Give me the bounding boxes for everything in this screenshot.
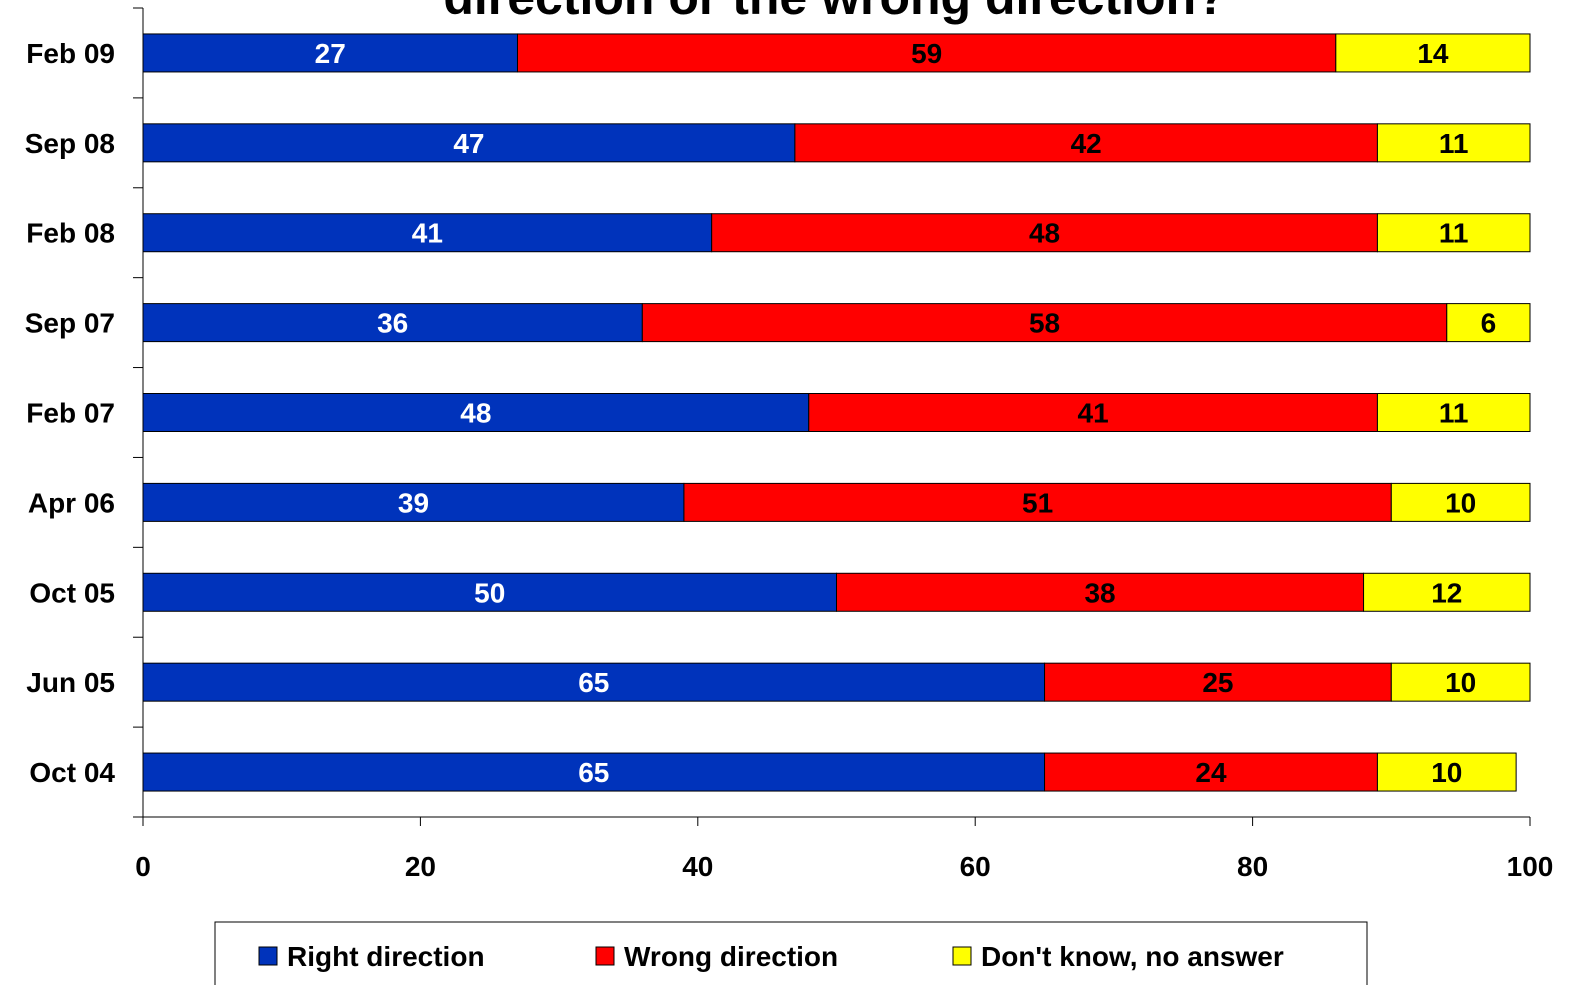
bar-wrong-feb-08 — [711, 213, 1378, 253]
bar-wrong-apr-06 — [683, 482, 1392, 522]
bar-wrong-sep-08 — [794, 123, 1378, 163]
x-tick-label: 20 — [405, 851, 436, 882]
data-label: 51 — [1022, 487, 1053, 518]
data-label: 12 — [1431, 577, 1462, 608]
data-label: 65 — [578, 667, 609, 698]
data-label: 41 — [1078, 398, 1109, 429]
data-label: 10 — [1431, 757, 1462, 788]
data-label: 42 — [1071, 128, 1102, 159]
bar-dontknow-jun-05 — [1390, 662, 1531, 702]
data-label: 38 — [1084, 577, 1115, 608]
data-label: 11 — [1439, 128, 1469, 159]
x-tick-label: 80 — [1237, 851, 1268, 882]
category-label: Feb 09 — [26, 38, 115, 69]
bar-right-sep-07 — [142, 303, 643, 343]
legend-label: Wrong direction — [624, 941, 838, 972]
data-label: 39 — [398, 487, 429, 518]
bar-dontknow-feb-08 — [1376, 213, 1531, 253]
bar-dontknow-feb-07 — [1376, 393, 1531, 432]
legend-swatch — [258, 946, 278, 966]
data-label: 48 — [1029, 218, 1060, 249]
bar-right-oct-04 — [142, 752, 1046, 792]
data-label: 47 — [453, 128, 484, 159]
legend-box — [214, 921, 1368, 985]
data-label: 36 — [377, 308, 408, 339]
data-label: 14 — [1417, 38, 1449, 69]
x-tick-label: 0 — [135, 851, 151, 882]
data-label: 58 — [1029, 308, 1060, 339]
legend: Right direction Wrong direction Don't know… — [214, 921, 1368, 985]
bar-dontknow-apr-06 — [1390, 482, 1531, 522]
data-label: 11 — [1439, 218, 1469, 249]
category-label: Feb 07 — [26, 398, 115, 429]
bar-wrong-feb-07 — [808, 393, 1378, 432]
category-label: Oct 04 — [29, 757, 115, 788]
bar-wrong-feb-09 — [516, 33, 1337, 73]
bar-wrong-oct-05 — [836, 572, 1365, 612]
data-label: 59 — [911, 38, 942, 69]
x-tick-label: 100 — [1507, 851, 1554, 882]
bar-right-feb-07 — [142, 393, 810, 432]
x-tick-label: 40 — [682, 851, 713, 882]
legend-label: Don't know, no answer — [981, 941, 1284, 972]
data-label: 25 — [1202, 667, 1233, 698]
category-label: Jun 05 — [26, 667, 115, 698]
data-label: 10 — [1445, 667, 1476, 698]
category-label: Oct 05 — [29, 577, 115, 608]
data-label: 24 — [1195, 757, 1227, 788]
bar-dontknow-oct-05 — [1363, 572, 1531, 612]
bar-right-jun-05 — [142, 662, 1046, 702]
bar-wrong-jun-05 — [1044, 662, 1392, 702]
data-label: 41 — [412, 218, 443, 249]
bar-right-feb-08 — [142, 213, 713, 253]
data-label: 10 — [1445, 487, 1476, 518]
bar-right-sep-08 — [142, 123, 796, 163]
bar-dontknow-sep-07 — [1446, 303, 1531, 343]
bar-dontknow-feb-09 — [1335, 33, 1531, 73]
category-label: Apr 06 — [28, 487, 115, 518]
bar-dontknow-sep-08 — [1376, 123, 1531, 163]
category-label: Sep 07 — [25, 308, 115, 339]
category-label: Feb 08 — [26, 218, 115, 249]
legend-label: Right direction — [287, 941, 485, 972]
bar-right-oct-05 — [142, 572, 837, 612]
data-label: 11 — [1439, 398, 1469, 429]
data-label: 6 — [1481, 308, 1497, 339]
legend-swatch — [595, 946, 615, 966]
data-label: 65 — [578, 757, 609, 788]
bar-dontknow-oct-04 — [1376, 752, 1517, 792]
x-tick-label: 60 — [960, 851, 991, 882]
axes: Feb 09 Sep 08 Feb 08 Sep 07 Feb 07 Apr 06 Oct … — [25, 7, 1554, 882]
data-label: 48 — [460, 398, 491, 429]
legend-swatch — [952, 946, 972, 966]
data-label: 50 — [474, 577, 505, 608]
plot-area: 27 59 14 47 42 11 41 48 11 36 58 6 48 41 11 39 51 10 50 38 1… — [142, 33, 1531, 792]
category-label: Sep 08 — [25, 128, 115, 159]
data-label: 27 — [315, 38, 346, 69]
chart-title: direction or the wrong direction? — [443, 0, 1226, 25]
bar-right-feb-09 — [142, 33, 518, 73]
